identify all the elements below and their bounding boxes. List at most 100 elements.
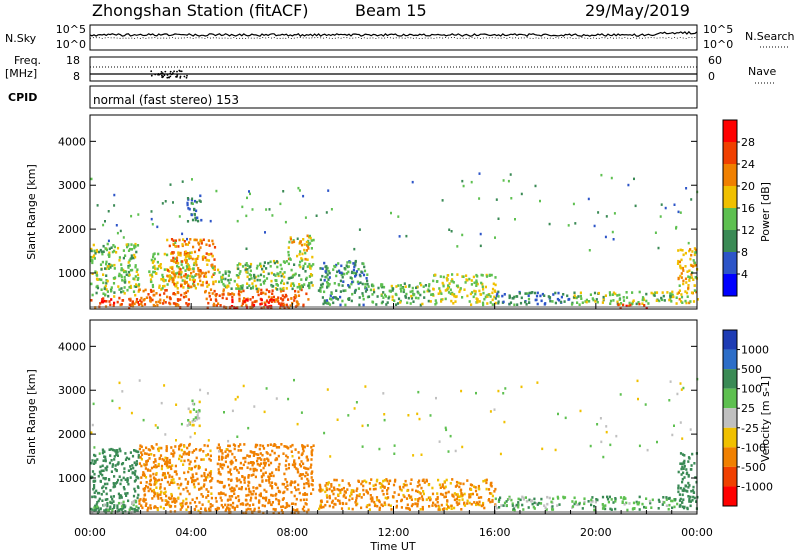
range-cell bbox=[233, 456, 236, 459]
range-cell bbox=[682, 487, 685, 490]
range-cell bbox=[246, 282, 249, 285]
range-cell bbox=[166, 480, 169, 484]
range-cell bbox=[378, 447, 381, 451]
range-cell bbox=[285, 502, 288, 505]
range-cell bbox=[596, 498, 599, 502]
range-cell bbox=[113, 485, 117, 488]
range-cell bbox=[539, 199, 541, 203]
range-cell bbox=[650, 506, 653, 509]
range-cell bbox=[417, 481, 420, 484]
range-cell bbox=[272, 444, 275, 447]
heatmap-region-7 bbox=[431, 478, 497, 511]
range-cell bbox=[246, 297, 249, 301]
range-cell bbox=[301, 445, 304, 448]
range-cell bbox=[230, 462, 233, 466]
range-cell bbox=[688, 484, 691, 487]
range-cell bbox=[616, 300, 619, 304]
range-cell bbox=[90, 255, 93, 259]
range-cell bbox=[197, 269, 200, 272]
range-cell bbox=[434, 303, 437, 306]
range-cell bbox=[678, 505, 681, 508]
range-cell bbox=[140, 457, 143, 461]
range-cell bbox=[102, 469, 105, 472]
range-cell bbox=[198, 248, 201, 252]
range-cell bbox=[153, 264, 156, 268]
range-cell bbox=[275, 457, 278, 460]
range-cell bbox=[111, 448, 114, 452]
colorbar-tick-label: -1000 bbox=[741, 480, 773, 493]
range-cell bbox=[135, 505, 138, 508]
range-cell bbox=[533, 507, 536, 510]
range-cell bbox=[175, 470, 178, 473]
range-cell bbox=[287, 246, 290, 249]
range-cell bbox=[400, 290, 403, 293]
range-cell bbox=[168, 277, 171, 281]
range-cell bbox=[160, 278, 163, 281]
range-cell bbox=[497, 500, 500, 503]
range-cell bbox=[415, 286, 418, 290]
range-cell bbox=[132, 503, 135, 507]
range-cell bbox=[163, 268, 166, 271]
colorbar-swatch bbox=[723, 164, 737, 186]
range-cell bbox=[326, 273, 329, 276]
range-cell bbox=[654, 291, 657, 294]
range-cell bbox=[195, 472, 198, 475]
range-cell bbox=[376, 295, 379, 298]
range-cell bbox=[405, 234, 408, 238]
range-cell bbox=[99, 248, 102, 252]
range-cell bbox=[386, 479, 389, 483]
range-cell bbox=[466, 502, 469, 505]
range-cell bbox=[282, 452, 285, 455]
range-cell bbox=[368, 503, 371, 507]
y-tick-label: 4000 bbox=[58, 135, 86, 148]
range-cell bbox=[249, 450, 252, 453]
range-cell bbox=[122, 290, 125, 293]
range-cell bbox=[227, 507, 230, 510]
range-cell bbox=[119, 508, 122, 511]
range-cell bbox=[354, 288, 357, 292]
range-cell bbox=[645, 306, 648, 310]
range-cell bbox=[489, 301, 492, 304]
range-cell bbox=[364, 290, 368, 293]
range-cell bbox=[424, 284, 427, 287]
range-cell bbox=[155, 486, 158, 489]
range-cell bbox=[143, 472, 146, 476]
heatmap-region-0 bbox=[90, 296, 141, 310]
heatmap-region-8 bbox=[211, 259, 315, 291]
range-cell bbox=[221, 463, 224, 467]
range-cell bbox=[170, 492, 173, 496]
range-cell bbox=[211, 239, 214, 243]
range-cell bbox=[133, 285, 136, 288]
range-cell bbox=[104, 455, 107, 459]
range-cell bbox=[374, 487, 377, 491]
range-cell bbox=[678, 297, 681, 301]
range-cell bbox=[633, 177, 635, 181]
range-cell bbox=[150, 489, 154, 493]
range-cell bbox=[355, 499, 358, 502]
range-cell bbox=[677, 484, 680, 488]
range-cell bbox=[305, 456, 308, 459]
range-cell bbox=[96, 286, 100, 290]
range-cell bbox=[422, 285, 425, 288]
range-cell bbox=[123, 286, 126, 289]
range-cell bbox=[257, 274, 260, 278]
range-cell bbox=[189, 435, 192, 439]
range-cell bbox=[172, 478, 175, 481]
range-cell bbox=[554, 291, 557, 295]
range-cell bbox=[225, 454, 228, 458]
range-cell bbox=[497, 295, 500, 298]
range-cell bbox=[94, 454, 97, 458]
range-cell bbox=[671, 290, 674, 294]
range-cell bbox=[302, 449, 305, 453]
range-cell bbox=[173, 276, 176, 279]
range-cell bbox=[476, 282, 479, 286]
range-cell bbox=[442, 275, 445, 279]
range-cell bbox=[573, 291, 576, 295]
range-cell bbox=[285, 445, 288, 448]
range-cell bbox=[546, 495, 549, 499]
range-cell bbox=[106, 242, 109, 246]
freq-left-tick-top: 18 bbox=[66, 54, 80, 67]
range-cell bbox=[170, 259, 173, 262]
range-cell bbox=[673, 505, 676, 509]
range-cell bbox=[693, 496, 696, 500]
